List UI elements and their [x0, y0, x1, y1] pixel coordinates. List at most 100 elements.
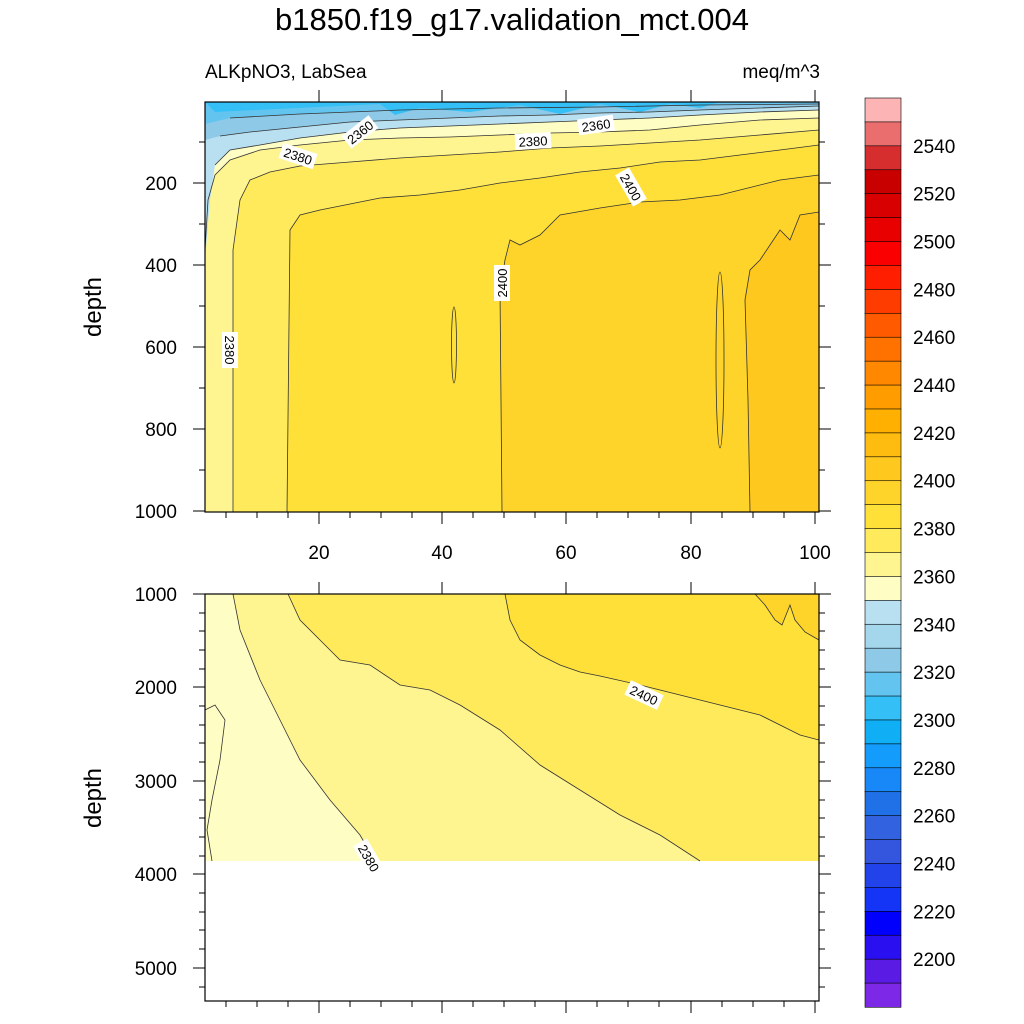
clabel-upper-3: 2380	[518, 133, 548, 149]
lower-ticks	[193, 582, 831, 1013]
colorbar-swatch	[864, 360, 902, 386]
upper-xtick: 60	[555, 543, 576, 564]
upper-contour-2360	[214, 109, 819, 166]
colorbar-tick-label: 2320	[913, 663, 955, 684]
colorbar-swatch	[864, 241, 902, 267]
upper-y-axis-title: depth	[80, 277, 107, 337]
lower-contour-2400	[504, 594, 819, 741]
upper-contour-2340	[229, 103, 819, 119]
lower-fill-2410	[755, 594, 819, 640]
lower-panel	[205, 594, 819, 1001]
colorbar-swatch	[864, 528, 902, 554]
colorbar-tick-label: 2440	[913, 376, 955, 397]
colorbar-tick-label: 2420	[913, 424, 955, 445]
lower-contour-2410	[754, 594, 819, 641]
colorbar-swatch	[864, 982, 902, 1008]
lower-no-data	[205, 861, 819, 1001]
upper-xtick: 100	[799, 543, 831, 564]
colorbar-swatch	[864, 791, 902, 817]
colorbar-swatch	[864, 719, 902, 745]
lower-contour-left	[205, 704, 226, 862]
colorbar-swatch	[864, 576, 902, 601]
colorbar-tick-label: 2480	[913, 280, 955, 301]
lower-panel-frame	[204, 593, 820, 1002]
chart-title: b1850.f19_g17.validation_mct.004	[275, 2, 749, 37]
lower-fill-2380	[205, 594, 700, 861]
lower-ytick: 4000	[135, 865, 177, 886]
colorbar-tick-label: 2520	[913, 185, 955, 206]
upper-contour-labels: 2360 2360 2380 2380 2400 2400 2380	[222, 114, 647, 368]
colorbar-tick-label: 2460	[913, 328, 955, 349]
colorbar-tick-label: 2240	[913, 854, 955, 875]
upper-fill-2330	[205, 102, 819, 124]
colorbar-swatch	[864, 958, 902, 984]
upper-xtick: 80	[680, 543, 701, 564]
upper-xtick: 20	[308, 543, 329, 564]
variable-region-label: ALKpNO3, LabSea	[205, 62, 367, 83]
colorbar-swatch	[864, 193, 902, 219]
upper-contours	[205, 103, 819, 512]
units-label: meq/m^3	[742, 62, 820, 83]
colorbar-swatch	[864, 887, 902, 912]
colorbar-swatch	[864, 767, 902, 793]
colorbar-tick-label: 2380	[913, 520, 955, 541]
colorbar-swatch	[864, 504, 902, 530]
upper-ticks	[193, 90, 831, 524]
colorbar-swatch	[864, 863, 902, 888]
colorbar-swatch	[864, 600, 902, 625]
upper-ytick: 600	[145, 338, 177, 359]
upper-contour-2400	[499, 174, 819, 512]
clabel-upper-6: 2400	[495, 269, 510, 298]
lower-ytick: 5000	[135, 959, 177, 980]
upper-ytick: 800	[145, 420, 177, 441]
upper-contour-blob-2	[715, 271, 725, 449]
colorbar-tick-label: 2400	[913, 472, 955, 493]
colorbar-swatch	[864, 312, 902, 338]
colorbar-swatch	[864, 934, 902, 960]
colorbar-swatch	[864, 456, 902, 482]
colorbar-swatch	[864, 695, 902, 721]
colorbar-swatch	[864, 432, 902, 458]
colorbar-swatch	[864, 384, 902, 410]
colorbar: 2540 2520 2500 2480 2460 2440 2420 2400 2380 2360…	[864, 97, 955, 1008]
colorbar-tick-label: 2360	[913, 567, 955, 588]
upper-contour-2350	[219, 105, 819, 137]
upper-fill-2390	[205, 102, 819, 512]
upper-x-tick-labels: 20 40 60 80 100	[308, 543, 830, 564]
colorbar-swatch	[864, 552, 902, 578]
upper-ytick: 200	[145, 174, 177, 195]
colorbar-tick-label: 2260	[913, 807, 955, 828]
upper-ytick: 400	[145, 256, 177, 277]
colorbar-tick-label: 2540	[913, 137, 955, 158]
lower-contour-2390	[287, 594, 701, 862]
colorbar-swatch	[864, 169, 902, 195]
upper-contour-2370	[205, 117, 819, 251]
upper-xtick: 40	[431, 543, 452, 564]
upper-panel-frame	[204, 101, 820, 513]
upper-ytick: 1000	[135, 502, 177, 523]
colorbar-tick-label: 2500	[913, 233, 955, 254]
colorbar-tick-label: 2340	[913, 615, 955, 636]
colorbar-tick-label: 2280	[913, 759, 955, 780]
colorbar-swatch	[864, 839, 902, 865]
colorbar-swatch	[864, 97, 902, 123]
colorbar-swatch	[864, 911, 902, 936]
lower-ytick: 3000	[135, 772, 177, 793]
lower-y-axis-title: depth	[80, 768, 107, 828]
colorbar-swatch	[864, 336, 902, 362]
upper-y-tick-labels: 200 400 600 800 1000	[135, 174, 177, 523]
colorbar-swatch	[864, 408, 902, 434]
lower-ytick: 1000	[135, 585, 177, 606]
lower-contour-2380	[232, 594, 376, 862]
upper-contour-blob-1	[451, 306, 457, 384]
lower-contours	[205, 594, 819, 862]
colorbar-swatch	[864, 121, 902, 147]
colorbar-swatch	[864, 265, 902, 290]
colorbar-swatch	[864, 623, 902, 649]
colorbar-swatch	[864, 647, 902, 673]
colorbar-swatch	[864, 815, 902, 841]
upper-panel	[205, 102, 819, 512]
colorbar-swatch	[864, 480, 902, 506]
colorbar-swatch	[864, 743, 902, 769]
